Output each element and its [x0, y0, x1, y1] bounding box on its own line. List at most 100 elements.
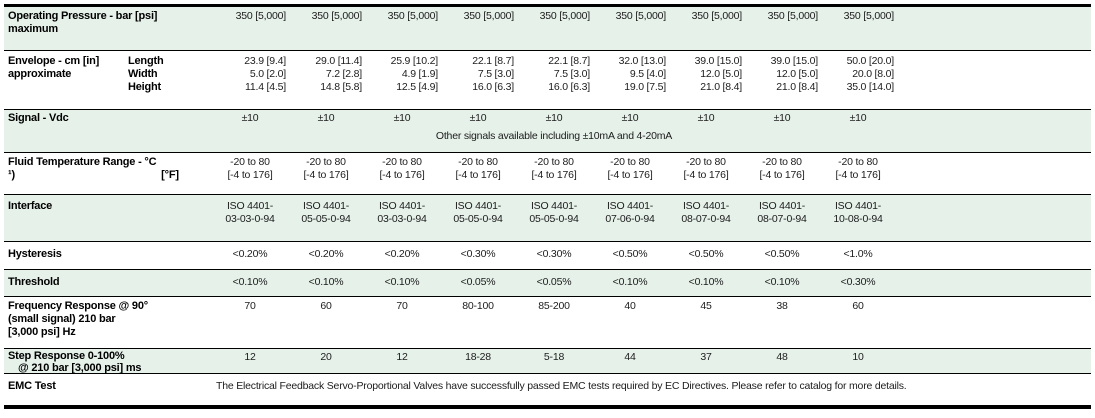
fluid-temperature-label: Fluid Temperature Range - °C ¹) [°F] [4, 153, 212, 182]
temperature-celsius-value: -20 to 80 [382, 156, 422, 168]
step-response-label-line2: @ 210 bar [3,000 psi] ms [18, 361, 142, 374]
interface-standard-prefix: ISO 4401- [682, 200, 730, 212]
signal-value-cell: ±10 [241, 112, 259, 124]
interface-value-cell: ISO 4401- 05-05-0-94 [288, 195, 364, 226]
signal-values: ±10 ±10 ±10 ±10 ±10 ±10 ±10 ±10 ±10 [212, 110, 1091, 125]
hysteresis-value-cell: <0.20% [384, 248, 420, 260]
fluid-temperature-value-cell: -20 to 80 [-4 to 176] [744, 153, 820, 182]
interface-standard-code: 05-05-0-94 [453, 213, 503, 225]
temperature-celsius-value: -20 to 80 [762, 156, 802, 168]
fluid-temperature-value-cell: -20 to 80 [-4 to 176] [288, 153, 364, 182]
signal-value-area: ±10 ±10 ±10 ±10 ±10 ±10 ±10 ±10 ±10 Other signal… [212, 110, 1091, 143]
temperature-fahrenheit-value: [-4 to 176] [835, 169, 881, 181]
interface-standard-prefix: ISO 4401- [758, 200, 806, 212]
interface-value-cell: ISO 4401- 03-03-0-94 [364, 195, 440, 226]
hysteresis-value-cell: <0.20% [232, 248, 268, 260]
temperature-celsius-value: -20 to 80 [306, 156, 346, 168]
temperature-fahrenheit-value: [-4 to 176] [607, 169, 653, 181]
step-response-value-cell: 12 [396, 351, 408, 363]
envelope-width-value: 4.9 [1.9] [401, 68, 438, 80]
envelope-length-value: 23.9 [9.4] [244, 55, 286, 67]
envelope-width-value: 5.0 [2.0] [249, 68, 286, 80]
interface-standard-prefix: ISO 4401- [302, 200, 350, 212]
envelope-value-cell: 32.0 [13.0] 9.5 [4.0] 19.0 [7.5] [592, 51, 668, 94]
temperature-celsius-value: -20 to 80 [534, 156, 574, 168]
step-response-value-cell: 48 [776, 351, 788, 363]
envelope-sub-label: Height [128, 81, 162, 93]
hysteresis-value-cell: <1.0% [843, 248, 873, 260]
frequency-response-value-cell: 38 [776, 300, 788, 312]
step-response-value-cell: 20 [320, 351, 332, 363]
operating-pressure-label-line1: Operating Pressure - bar [psi] [8, 10, 158, 22]
specification-table: Operating Pressure - bar [psi] maximum 3… [4, 4, 1091, 409]
hysteresis-value-cell: <0.50% [764, 248, 800, 260]
envelope-length-value: 22.1 [8.7] [472, 55, 514, 67]
envelope-value-cell: 23.9 [9.4] 5.0 [2.0] 11.4 [4.5] [212, 51, 288, 94]
interface-values: ISO 4401- 03-03-0-94 ISO 4401- 05-05-0-9… [212, 195, 896, 226]
envelope-value-cell: 50.0 [20.0] 20.0 [8.0] 35.0 [14.0] [820, 51, 896, 94]
envelope-sub-labels: Length Width Height [128, 51, 212, 94]
interface-standard-code: 08-07-0-94 [757, 213, 807, 225]
interface-standard-code: 10-08-0-94 [833, 213, 883, 225]
envelope-label: Envelope - cm [in] approximate [4, 51, 128, 81]
row-fluid-temperature: Fluid Temperature Range - °C ¹) [°F] -20… [4, 153, 1091, 195]
frequency-response-value-cell: 85-200 [538, 300, 570, 312]
envelope-label-line2: approximate [8, 68, 72, 80]
frequency-response-value-cell: 70 [244, 300, 256, 312]
fluid-temperature-value-cell: -20 to 80 [-4 to 176] [592, 153, 668, 182]
fluid-temperature-value-cell: -20 to 80 [-4 to 176] [668, 153, 744, 182]
threshold-label: Threshold [8, 276, 60, 288]
threshold-value-cell: <0.10% [688, 276, 724, 288]
envelope-values: 23.9 [9.4] 5.0 [2.0] 11.4 [4.5] 29.0 [11… [212, 51, 896, 94]
operating-pressure-value-cell: 350 [5,000] [767, 10, 819, 22]
interface-standard-prefix: ISO 4401- [378, 200, 426, 212]
interface-standard-code: 03-03-0-94 [225, 213, 275, 225]
signal-value-cell: ±10 [469, 112, 487, 124]
threshold-value-cell: <0.10% [308, 276, 344, 288]
envelope-width-value: 12.0 [5.0] [700, 68, 742, 80]
interface-standard-code: 07-06-0-94 [605, 213, 655, 225]
envelope-height-value: 19.0 [7.5] [624, 81, 666, 93]
operating-pressure-value-cell: 350 [5,000] [615, 10, 667, 22]
threshold-value-cell: <0.10% [612, 276, 648, 288]
operating-pressure-value-cell: 350 [5,000] [387, 10, 439, 22]
envelope-value-cell: 22.1 [8.7] 7.5 [3.0] 16.0 [6.3] [516, 51, 592, 94]
operating-pressure-value-cell: 350 [5,000] [463, 10, 515, 22]
interface-standard-code: 08-07-0-94 [681, 213, 731, 225]
interface-standard-prefix: ISO 4401- [530, 200, 578, 212]
operating-pressure-value-cell: 350 [5,000] [691, 10, 743, 22]
interface-standard-prefix: ISO 4401- [606, 200, 654, 212]
threshold-value-cell: <0.05% [460, 276, 496, 288]
row-envelope: Envelope - cm [in] approximate Length Wid… [4, 51, 1091, 110]
envelope-value-cell: 39.0 [15.0] 12.0 [5.0] 21.0 [8.4] [744, 51, 820, 94]
frequency-response-value-cell: 40 [624, 300, 636, 312]
footnote-marker: ¹) [8, 169, 15, 181]
interface-value-cell: ISO 4401- 08-07-0-94 [668, 195, 744, 226]
hysteresis-value-cell: <0.20% [308, 248, 344, 260]
envelope-width-value: 7.5 [3.0] [553, 68, 590, 80]
frequency-response-value-cell: 80-100 [462, 300, 494, 312]
envelope-value-cell: 22.1 [8.7] 7.5 [3.0] 16.0 [6.3] [440, 51, 516, 94]
fluid-temperature-value-cell: -20 to 80 [-4 to 176] [212, 153, 288, 182]
envelope-width-value: 9.5 [4.0] [629, 68, 666, 80]
threshold-values: <0.10% <0.10% <0.10% <0.05% <0.05% <0.10% <0.1… [212, 270, 896, 289]
envelope-value-cell: 25.9 [10.2] 4.9 [1.9] 12.5 [4.9] [364, 51, 440, 94]
envelope-length-value: 32.0 [13.0] [618, 55, 667, 67]
step-response-value-cell: 37 [700, 351, 712, 363]
envelope-height-value: 21.0 [8.4] [700, 81, 742, 93]
row-emc-test: EMC Test The Electrical Feedback Servo-P… [4, 374, 1091, 405]
threshold-value-cell: <0.10% [232, 276, 268, 288]
envelope-height-value: 16.0 [6.3] [472, 81, 514, 93]
temperature-fahrenheit-value: [-4 to 176] [683, 169, 729, 181]
envelope-sub-label: Width [128, 68, 158, 80]
frequency-response-values: 70 60 70 80-100 85-200 40 45 38 60 [212, 297, 896, 313]
signal-note: Other signals available including ±10mA … [435, 130, 673, 142]
frequency-response-value-cell: 60 [320, 300, 332, 312]
interface-standard-code: 05-05-0-94 [529, 213, 579, 225]
envelope-sub-label: Length [128, 55, 164, 67]
frequency-response-value-cell: 60 [852, 300, 864, 312]
fluid-temperature-values: -20 to 80 [-4 to 176] -20 to 80 [-4 to 1… [212, 153, 896, 182]
operating-pressure-value-cell: 350 [5,000] [311, 10, 363, 22]
envelope-width-value: 12.0 [5.0] [776, 68, 818, 80]
fluid-temperature-value-cell: -20 to 80 [-4 to 176] [364, 153, 440, 182]
